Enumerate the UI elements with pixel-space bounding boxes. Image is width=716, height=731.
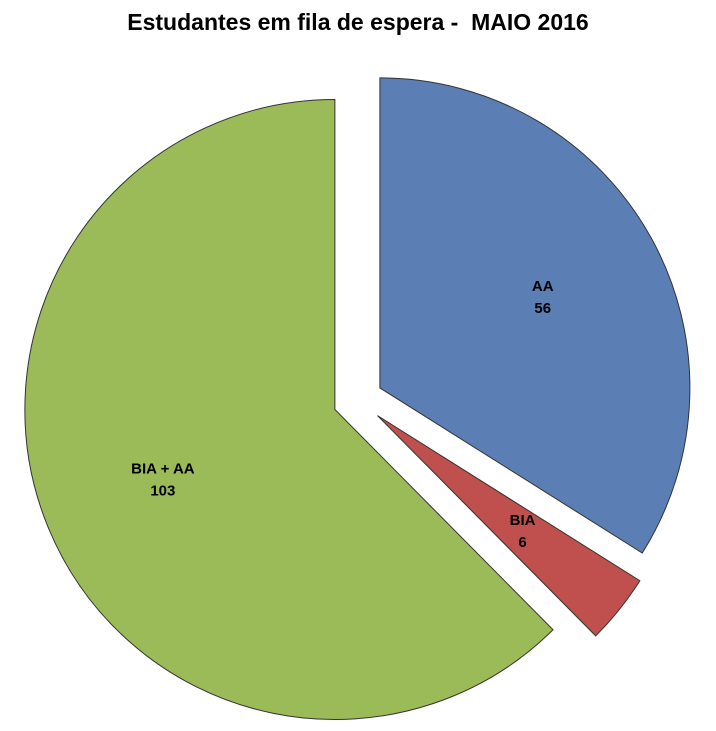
- slice-label: BIA: [510, 512, 536, 529]
- pie-slice: [379, 77, 691, 554]
- pie-slice: [377, 415, 641, 637]
- chart-title: Estudantes em fila de espera - MAIO 2016: [127, 9, 588, 35]
- slice-value: 103: [150, 482, 175, 499]
- pie-slice: [24, 99, 554, 720]
- slice-value: 56: [534, 300, 551, 317]
- slice-label: BIA + AA: [131, 460, 195, 477]
- slice-label: AA: [532, 278, 554, 295]
- slice-value: 6: [518, 534, 526, 551]
